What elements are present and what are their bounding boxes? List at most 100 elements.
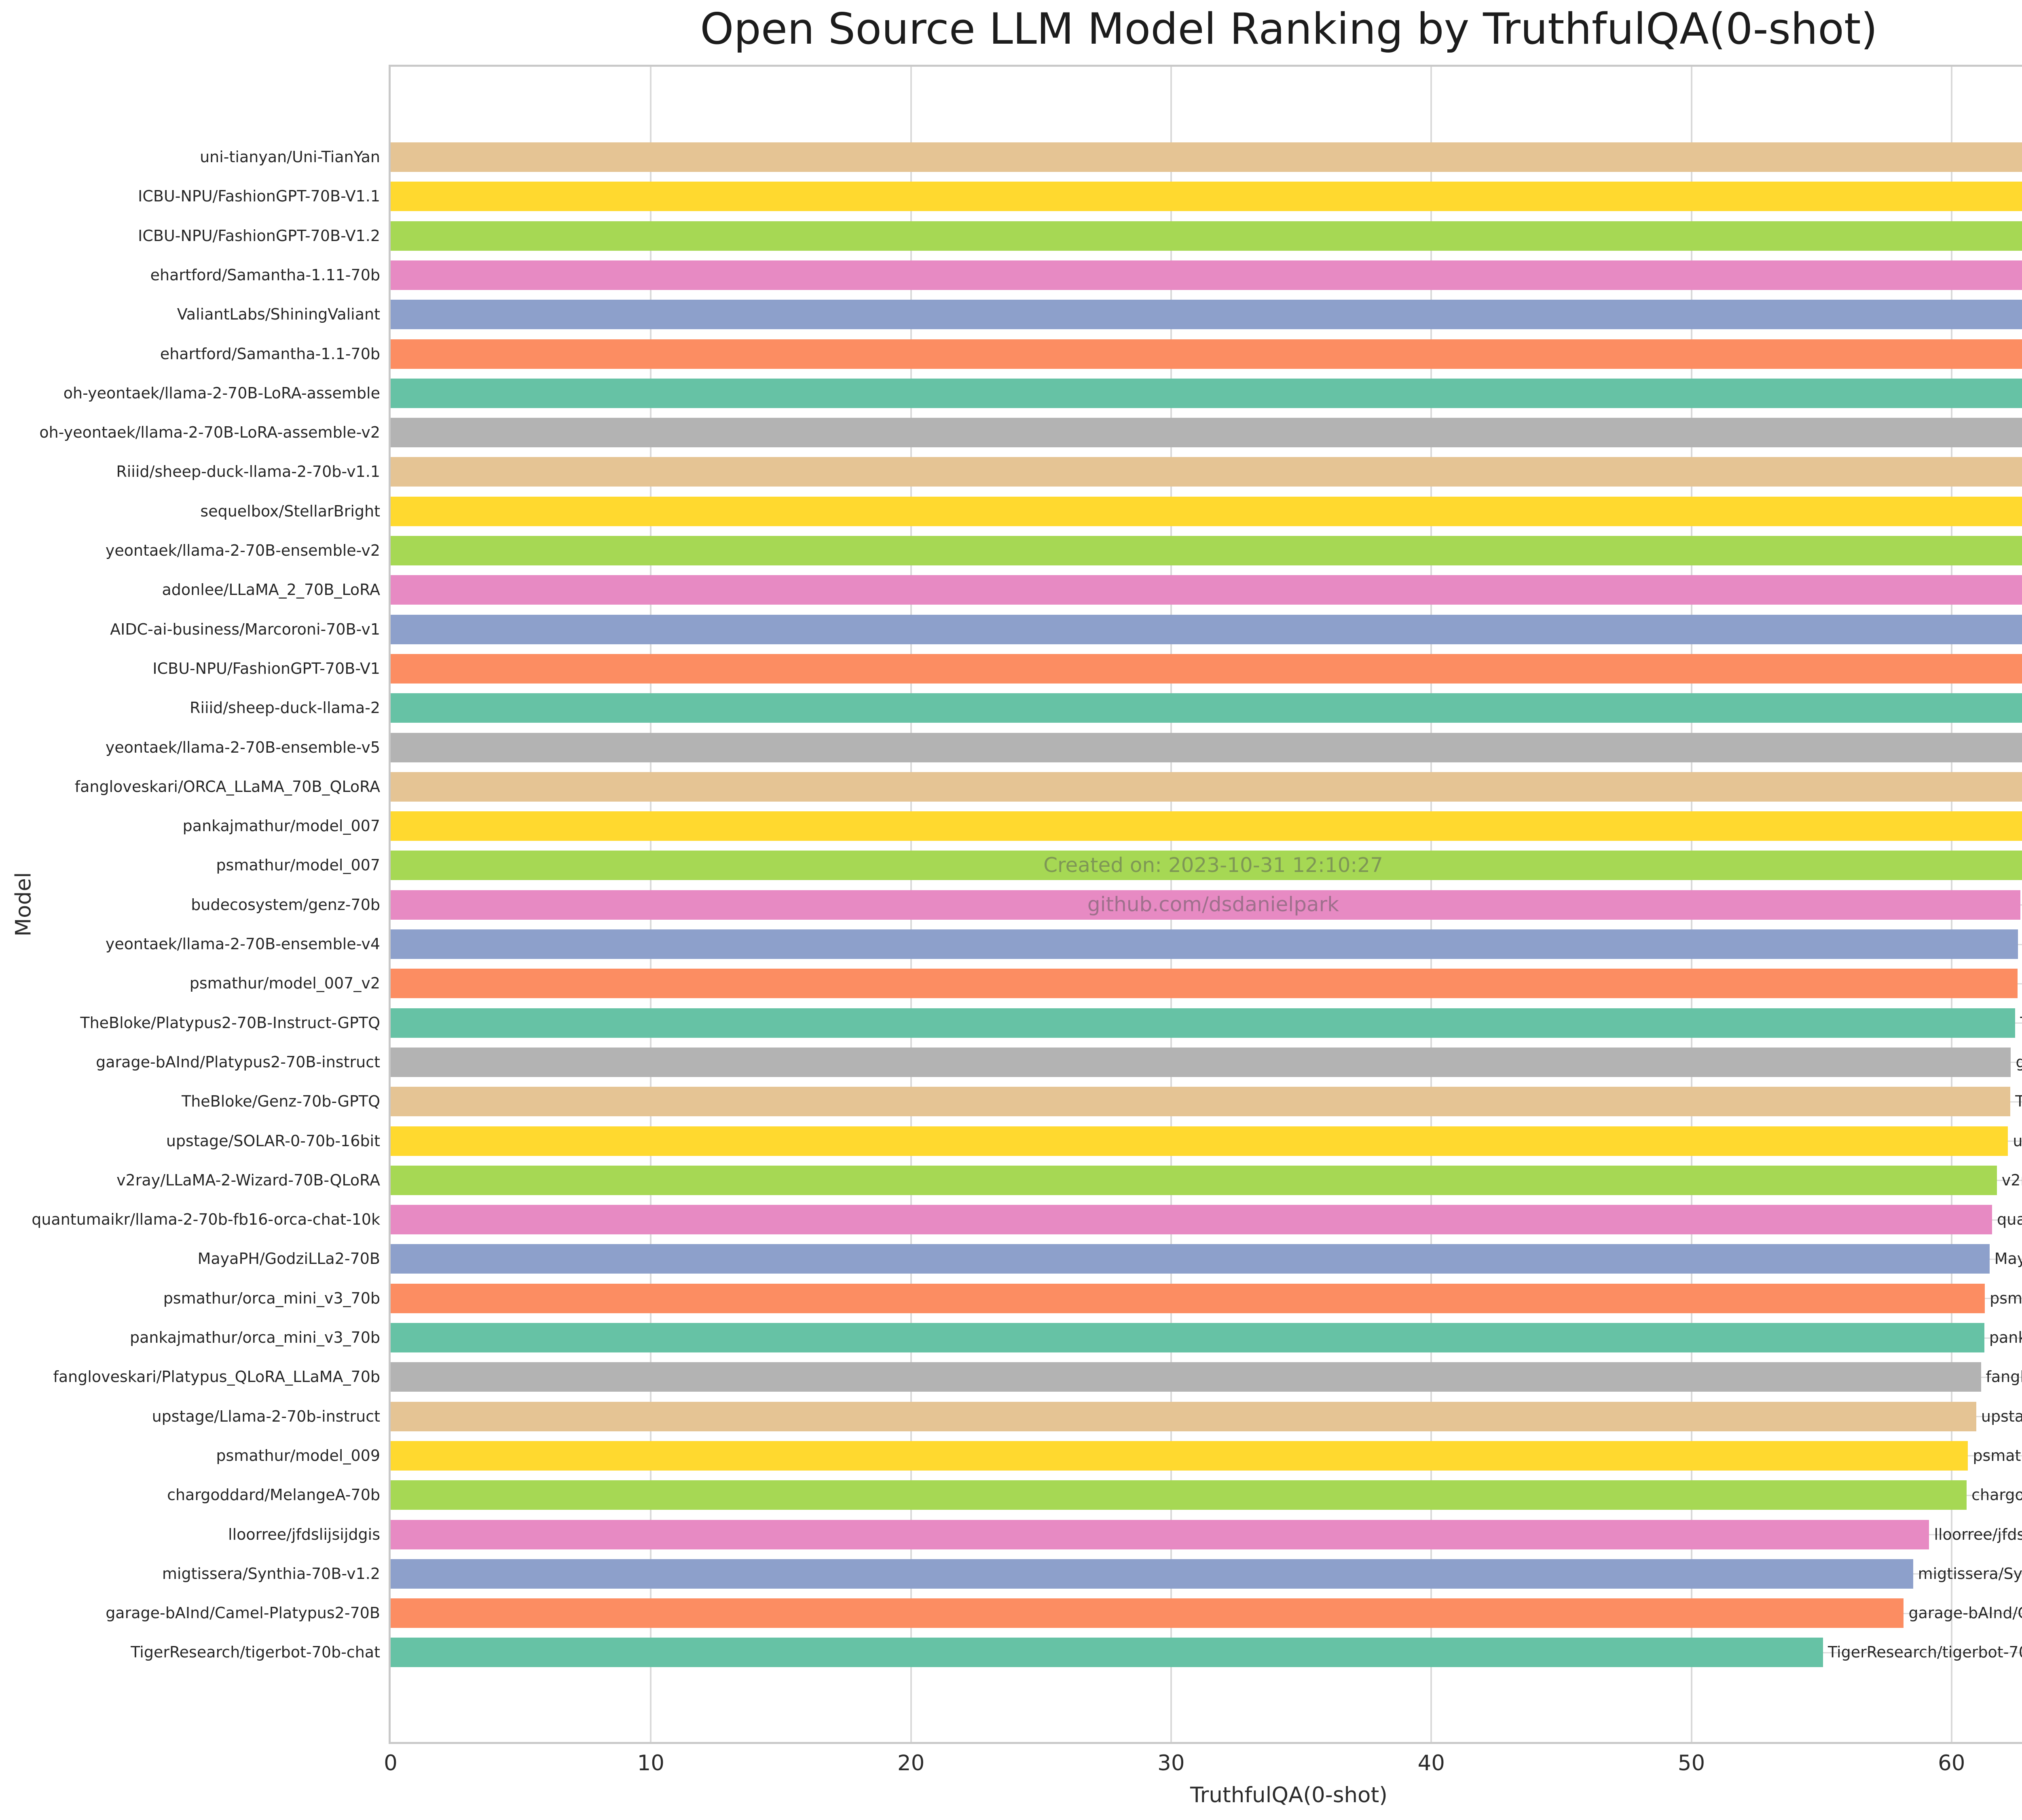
y-category-label: Riiid/sheep-duck-llama-2	[190, 699, 380, 717]
bar-end-label: garage-bAInd/Camel-Platypus2-70B	[1908, 1604, 2022, 1622]
bar	[391, 1047, 2011, 1077]
bar	[391, 1638, 1823, 1668]
y-category-label: ICBU-NPU/FashionGPT-70B-V1.1	[138, 187, 380, 205]
bar	[391, 969, 2018, 999]
y-category-label: Riiid/sheep-duck-llama-2-70b-v1.1	[116, 463, 380, 481]
y-category-label: ValiantLabs/ShiningValiant	[177, 305, 380, 324]
y-category-label: psmathur/model_007	[216, 856, 380, 874]
bar-end-label: TheBloke/Genz-70b-GPTQ	[2015, 1092, 2022, 1111]
bar	[391, 693, 2022, 723]
bar	[391, 1008, 2016, 1038]
bar	[391, 1598, 1904, 1628]
y-category-label: ICBU-NPU/FashionGPT-70B-V1.2	[138, 226, 380, 245]
bar	[391, 339, 2022, 369]
bar	[391, 418, 2022, 448]
x-axis-ticks: 0 10 20 30 40 50 60	[384, 1742, 2022, 1786]
y-category-label: ehartford/Samantha-1.11-70b	[150, 266, 380, 284]
bar	[391, 1205, 1992, 1235]
bar	[391, 1401, 1976, 1431]
y-category-label: yeontaek/llama-2-70B-ensemble-v5	[105, 738, 380, 756]
bar	[391, 772, 2022, 802]
bar	[391, 1323, 1984, 1352]
y-category-label: TheBloke/Genz-70b-GPTQ	[181, 1092, 380, 1111]
bar-end-label: TheBloke/Platypus2-70B-Instruct-GPTQ	[2020, 1008, 2022, 1038]
y-category-label: upstage/SOLAR-0-70b-16bit	[166, 1132, 380, 1150]
bar	[391, 496, 2022, 526]
x-tick-label: 60	[1938, 1751, 1965, 1776]
y-category-label: psmathur/model_009	[216, 1446, 380, 1464]
bar-end-label: garage-bAInd/Platypus2-70B-instruct	[2016, 1053, 2022, 1071]
bar	[391, 1519, 1929, 1549]
bar	[391, 142, 2022, 172]
bar	[391, 1165, 1997, 1195]
y-category-label: fangloveskari/ORCA_LLaMA_70B_QLoRA	[74, 777, 380, 796]
y-category-label: fangloveskari/Platypus_QLoRA_LLaMA_70b	[53, 1368, 380, 1386]
y-category-label: garage-bAInd/Camel-Platypus2-70B	[106, 1604, 380, 1622]
x-tick-label: 40	[1417, 1751, 1445, 1776]
bar	[391, 1362, 1981, 1392]
bar-end-label: migtissera/Synthia-70B-v1.2	[1918, 1564, 2022, 1583]
bar	[391, 378, 2022, 408]
bar-end-label: fangloveskari/Platypus_QLoRA_LLaMA_70b	[1986, 1368, 2022, 1386]
y-category-label: lloorree/jfdslijsijdgis	[228, 1525, 380, 1543]
bar-end-label: quantumaikr/llama-2-70b-fb16-orca-chat-1…	[1997, 1211, 2022, 1229]
y-category-label: garage-bAInd/Platypus2-70B-instruct	[96, 1053, 380, 1071]
bar-end-label: upstage/SOLAR-0-70b-16bit	[2013, 1132, 2022, 1150]
bar-end-label: v2ray/LLaMA-2-Wizard-70B-QLoRA	[2001, 1171, 2022, 1189]
bar	[391, 890, 2021, 920]
bar	[391, 1087, 2011, 1117]
y-category-label: upstage/Llama-2-70b-instruct	[152, 1407, 380, 1425]
chart-title: Open Source LLM Model Ranking by Truthfu…	[700, 4, 1878, 54]
watermark: Created on: 2023-10-31 12:10:27 github.c…	[1043, 846, 1383, 924]
bar	[391, 221, 2022, 251]
y-category-label: yeontaek/llama-2-70B-ensemble-v4	[105, 935, 380, 953]
bar	[391, 1559, 1913, 1589]
watermark-line-2: github.com/dsdanielpark	[1087, 893, 1339, 916]
y-category-label: sequelbox/StellarBright	[200, 502, 380, 520]
bar	[391, 575, 2022, 605]
bar	[391, 1126, 2008, 1156]
y-category-label: chargoddard/MelangeA-70b	[167, 1486, 380, 1504]
y-category-label: budecosystem/genz-70b	[191, 895, 380, 914]
x-tick-label: 30	[1157, 1751, 1185, 1776]
y-category-label: uni-tianyan/Uni-TianYan	[200, 148, 380, 166]
bar-end-label: psmathur/orca_mini_v3_70b	[1990, 1289, 2022, 1307]
bar	[391, 654, 2022, 684]
y-category-label: yeontaek/llama-2-70B-ensemble-v2	[105, 542, 380, 559]
bar	[391, 1441, 1968, 1471]
bar-end-label: lloorree/jfdslijsijdgis	[1934, 1525, 2022, 1543]
bar	[391, 182, 2022, 212]
watermark-line-1: Created on: 2023-10-31 12:10:27	[1043, 853, 1383, 877]
y-category-label: ehartford/Samantha-1.1-70b	[160, 345, 380, 363]
y-category-label: psmathur/model_007_v2	[189, 974, 380, 993]
y-category-label: adonlee/LLaMA_2_70B_LoRA	[162, 581, 380, 599]
bar	[391, 300, 2022, 330]
y-category-label: pankajmathur/orca_mini_v3_70b	[129, 1329, 380, 1346]
x-tick-label: 20	[897, 1751, 925, 1776]
y-category-label: oh-yeontaek/llama-2-70B-LoRA-assemble	[63, 384, 380, 402]
y-category-labels: uni-tianyan/Uni-TianYan ICBU-NPU/FashionG…	[0, 67, 380, 1742]
bar-end-label: MayaPH/GodziLLa2-70B	[1994, 1250, 2022, 1268]
y-category-label: psmathur/orca_mini_v3_70b	[163, 1289, 380, 1307]
bar	[391, 614, 2022, 644]
bar	[391, 260, 2022, 290]
bar	[391, 811, 2022, 841]
plot-area: Created on: 2023-10-31 12:10:27 github.c…	[389, 65, 2022, 1744]
bar	[391, 851, 2022, 880]
x-tick-label: 50	[1677, 1751, 1705, 1776]
bar-end-label: upstage/Llama-2-70b-instruct	[1981, 1407, 2022, 1425]
y-category-label: TigerResearch/tigerbot-70b-chat	[131, 1643, 380, 1661]
bar	[391, 929, 2018, 959]
x-tick-label: 0	[384, 1751, 398, 1776]
bar	[391, 1244, 1990, 1274]
bar	[391, 1283, 1985, 1313]
bar	[391, 457, 2022, 487]
x-axis-label: TruthfulQA(0-shot)	[1190, 1783, 1387, 1807]
y-category-label: quantumaikr/llama-2-70b-fb16-orca-chat-1…	[32, 1211, 380, 1229]
bar	[391, 732, 2022, 762]
y-category-label: ICBU-NPU/FashionGPT-70B-V1	[152, 659, 380, 677]
y-category-label: v2ray/LLaMA-2-Wizard-70B-QLoRA	[116, 1171, 380, 1189]
y-category-label: oh-yeontaek/llama-2-70B-LoRA-assemble-v2	[39, 423, 380, 442]
bar	[391, 536, 2022, 565]
